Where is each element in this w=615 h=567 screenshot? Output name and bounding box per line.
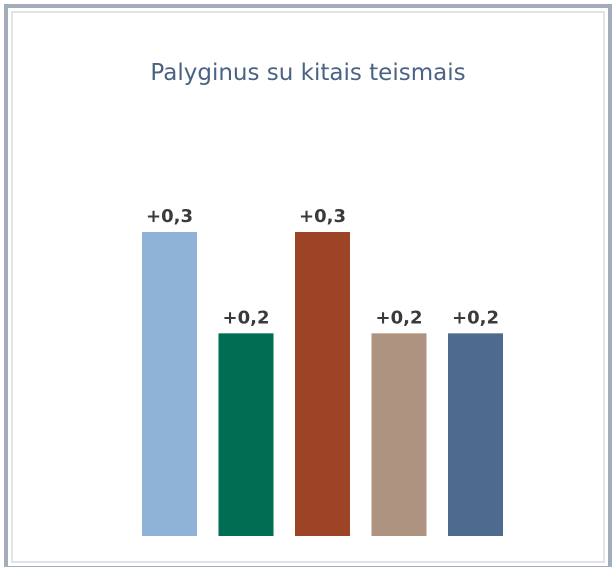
bar <box>295 232 350 536</box>
value-label: +0,3 <box>299 206 346 227</box>
value-label: +0,2 <box>376 307 423 328</box>
bar <box>448 333 503 536</box>
chart-title: Palyginus su kitais teismais <box>150 60 465 86</box>
bar <box>371 333 427 536</box>
bar <box>142 232 197 536</box>
value-label: +0,2 <box>452 307 499 328</box>
inner-frame <box>11 11 605 563</box>
bar <box>218 333 274 536</box>
value-label: +0,3 <box>146 206 193 227</box>
value-label: +0,2 <box>223 307 270 328</box>
